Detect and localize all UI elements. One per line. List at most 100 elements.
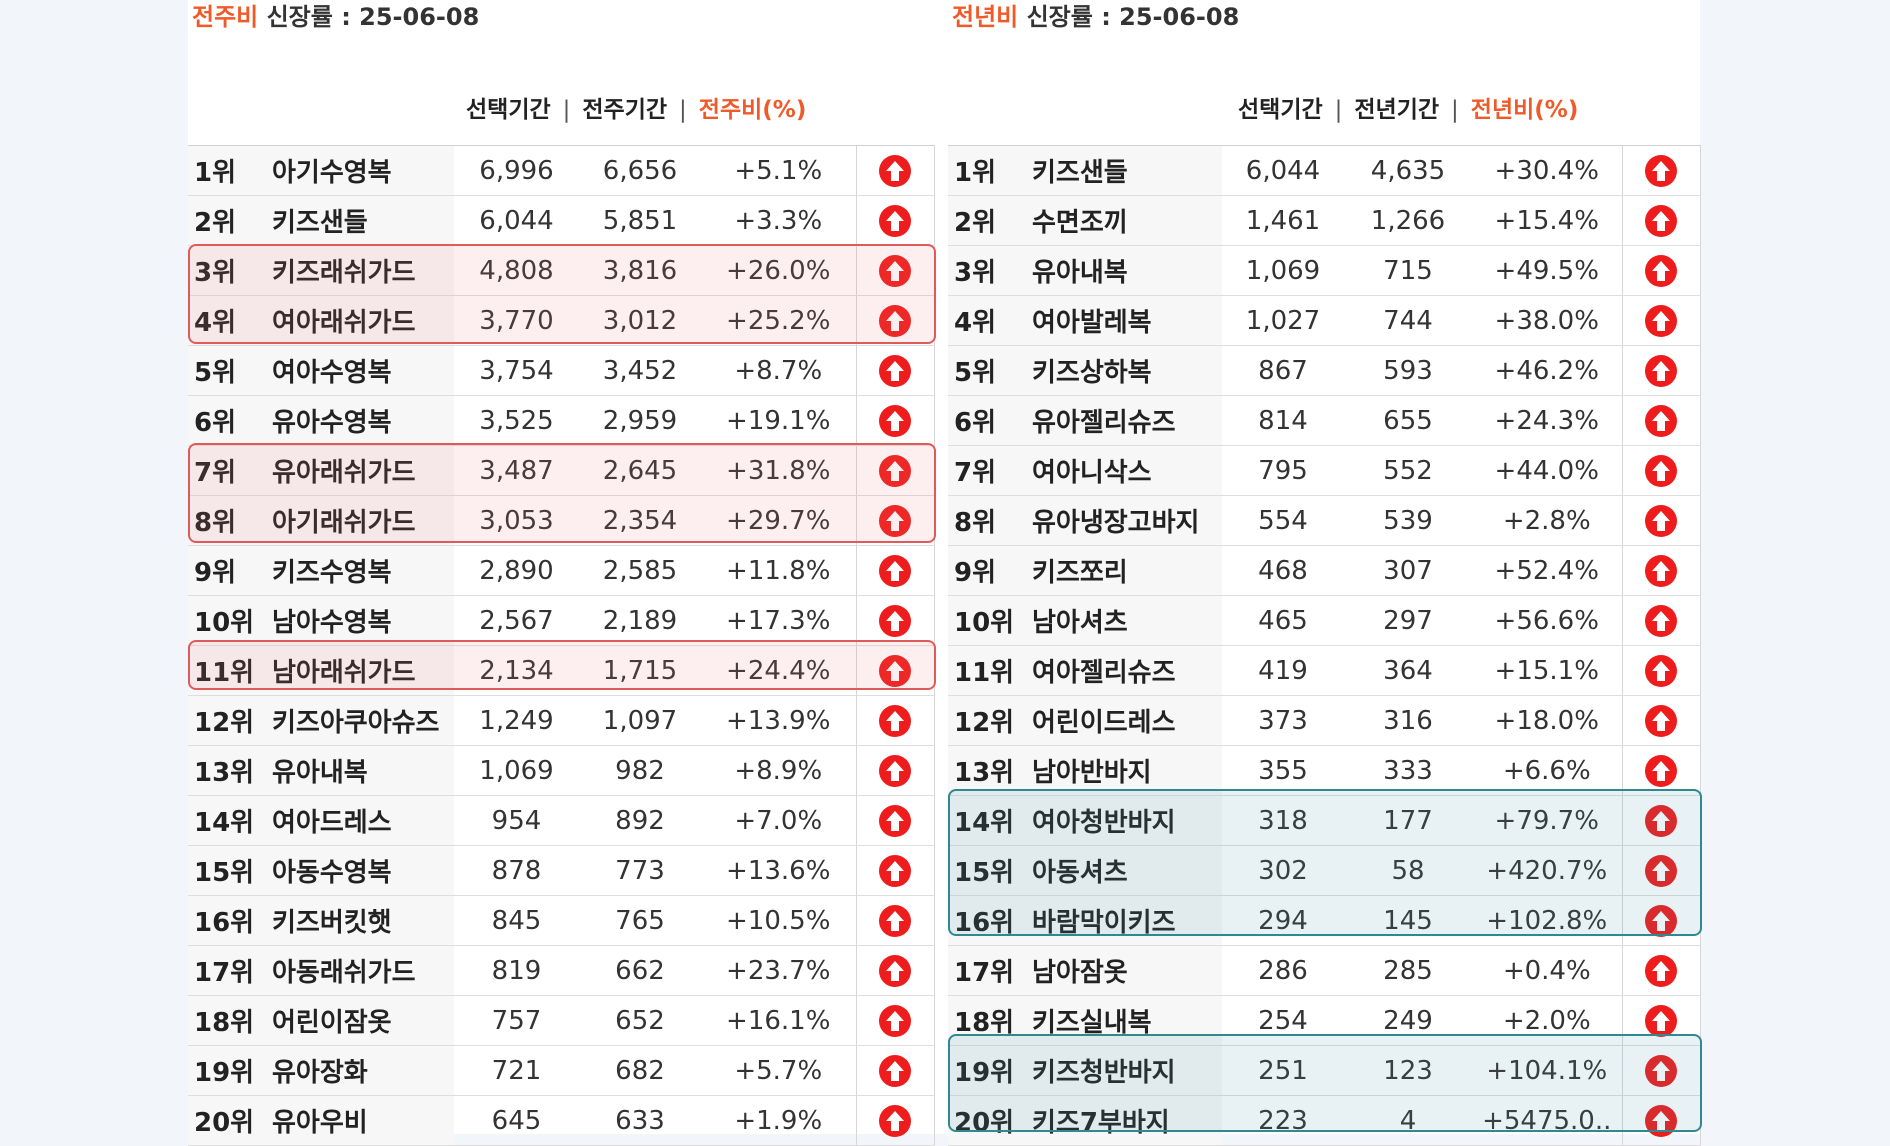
arrow-up-circle-icon [1645, 954, 1677, 987]
trend-cell [855, 895, 935, 946]
selected-value-cell: 2,890 [454, 545, 579, 596]
trend-cell [1621, 345, 1701, 396]
ratio-cell: +17.3% [701, 595, 856, 646]
selected-value-cell: 867 [1222, 345, 1344, 396]
ratio-cell: +5475.0.. [1472, 1095, 1622, 1146]
keyword-cell: 키즈버킷햇 [266, 895, 454, 946]
arrow-up-circle-icon [1645, 404, 1677, 437]
keyword-cell: 키즈7부바지 [1026, 1095, 1222, 1146]
compare-value-cell: 2,585 [579, 545, 701, 596]
trend-cell [1621, 145, 1701, 196]
rank-cell: 8위 [948, 495, 1026, 546]
ratio-cell: +38.0% [1472, 295, 1622, 346]
table-row: 3위 유아내복 1,069 715 +49.5% [948, 245, 1701, 296]
title-accent: 전년비 [952, 3, 1019, 31]
arrow-up-circle-icon [1645, 704, 1677, 737]
compare-value-cell: 4 [1344, 1095, 1472, 1146]
weekly-growth-panel: 전주비 신장률 : 25-06-08 선택기간 | 전주기간 | 전주비(%) 1위 아기… [188, 0, 936, 1146]
column-headers: 선택기간 | 전주기간 | 전주비(%) [466, 97, 807, 123]
rank-cell: 8위 [188, 495, 266, 546]
table-row: 4위 여아발레복 1,027 744 +38.0% [948, 295, 1701, 346]
rank-cell: 2위 [188, 195, 266, 246]
selected-value-cell: 1,069 [1222, 245, 1344, 296]
selected-value-cell: 4,808 [454, 245, 579, 296]
keyword-cell: 여아젤리슈즈 [1026, 645, 1222, 696]
table-row: 11위 남아래쉬가드 2,134 1,715 +24.4% [188, 645, 935, 696]
arrow-up-circle-icon [1645, 254, 1677, 287]
rank-cell: 19위 [948, 1045, 1026, 1096]
compare-value-cell: 58 [1344, 845, 1472, 896]
ratio-cell: +23.7% [701, 945, 856, 996]
keyword-cell: 아동셔츠 [1026, 845, 1222, 896]
selected-value-cell: 355 [1222, 745, 1344, 796]
arrow-up-circle-icon [1645, 654, 1677, 687]
selected-value-cell: 845 [454, 895, 579, 946]
keyword-cell: 여아발레복 [1026, 295, 1222, 346]
header-compare-period: 전년기간 [1354, 97, 1440, 123]
rank-cell: 20위 [188, 1095, 266, 1146]
arrow-up-circle-icon [1645, 204, 1677, 237]
compare-value-cell: 2,959 [579, 395, 701, 446]
ratio-cell: +15.4% [1472, 195, 1622, 246]
selected-value-cell: 819 [454, 945, 579, 996]
arrow-up-circle-icon [879, 204, 911, 237]
selected-value-cell: 878 [454, 845, 579, 896]
keyword-cell: 유아장화 [266, 1045, 454, 1096]
compare-value-cell: 5,851 [579, 195, 701, 246]
title-accent: 전주비 [192, 3, 259, 31]
compare-value-cell: 892 [579, 795, 701, 846]
arrow-up-circle-icon [1645, 304, 1677, 337]
keyword-cell: 아동수영복 [266, 845, 454, 896]
selected-value-cell: 554 [1222, 495, 1344, 546]
table-row: 17위 남아잠옷 286 285 +0.4% [948, 945, 1701, 996]
ratio-cell: +13.6% [701, 845, 856, 896]
ratio-cell: +2.8% [1472, 495, 1622, 546]
trend-cell [855, 445, 935, 496]
trend-cell [1621, 945, 1701, 996]
rank-cell: 17위 [948, 945, 1026, 996]
keyword-cell: 유아래쉬가드 [266, 445, 454, 496]
arrow-up-circle-icon [879, 654, 911, 687]
compare-value-cell: 316 [1344, 695, 1472, 746]
ratio-cell: +104.1% [1472, 1045, 1622, 1096]
arrow-up-circle-icon [1645, 904, 1677, 937]
rank-cell: 15위 [948, 845, 1026, 896]
ratio-cell: +18.0% [1472, 695, 1622, 746]
compare-value-cell: 177 [1344, 795, 1472, 846]
table-row: 5위 키즈상하복 867 593 +46.2% [948, 345, 1701, 396]
trend-cell [1621, 895, 1701, 946]
keyword-cell: 유아내복 [266, 745, 454, 796]
compare-value-cell: 285 [1344, 945, 1472, 996]
selected-value-cell: 814 [1222, 395, 1344, 446]
table-row: 5위 여아수영복 3,754 3,452 +8.7% [188, 345, 935, 396]
compare-value-cell: 655 [1344, 395, 1472, 446]
arrow-up-circle-icon [1645, 804, 1677, 837]
trend-cell [855, 645, 935, 696]
ratio-cell: +30.4% [1472, 145, 1622, 196]
selected-value-cell: 302 [1222, 845, 1344, 896]
compare-value-cell: 744 [1344, 295, 1472, 346]
rank-cell: 17위 [188, 945, 266, 996]
compare-value-cell: 297 [1344, 595, 1472, 646]
header-compare-period: 전주기간 [582, 97, 668, 123]
arrow-up-circle-icon [879, 554, 911, 587]
table-row: 17위 아동래쉬가드 819 662 +23.7% [188, 945, 935, 996]
compare-value-cell: 2,189 [579, 595, 701, 646]
trend-cell [1621, 495, 1701, 546]
trend-cell [1621, 195, 1701, 246]
trend-cell [855, 495, 935, 546]
compare-value-cell: 1,715 [579, 645, 701, 696]
rank-cell: 5위 [948, 345, 1026, 396]
keyword-cell: 바람막이키즈 [1026, 895, 1222, 946]
table-row: 8위 아기래쉬가드 3,053 2,354 +29.7% [188, 495, 935, 546]
arrow-up-circle-icon [879, 804, 911, 837]
rank-cell: 9위 [948, 545, 1026, 596]
keyword-cell: 아기래쉬가드 [266, 495, 454, 546]
trend-cell [855, 695, 935, 746]
rank-cell: 6위 [948, 395, 1026, 446]
selected-value-cell: 3,525 [454, 395, 579, 446]
keyword-cell: 키즈샌들 [1026, 145, 1222, 196]
trend-cell [1621, 1095, 1701, 1146]
compare-value-cell: 539 [1344, 495, 1472, 546]
table-row: 19위 유아장화 721 682 +5.7% [188, 1045, 935, 1096]
